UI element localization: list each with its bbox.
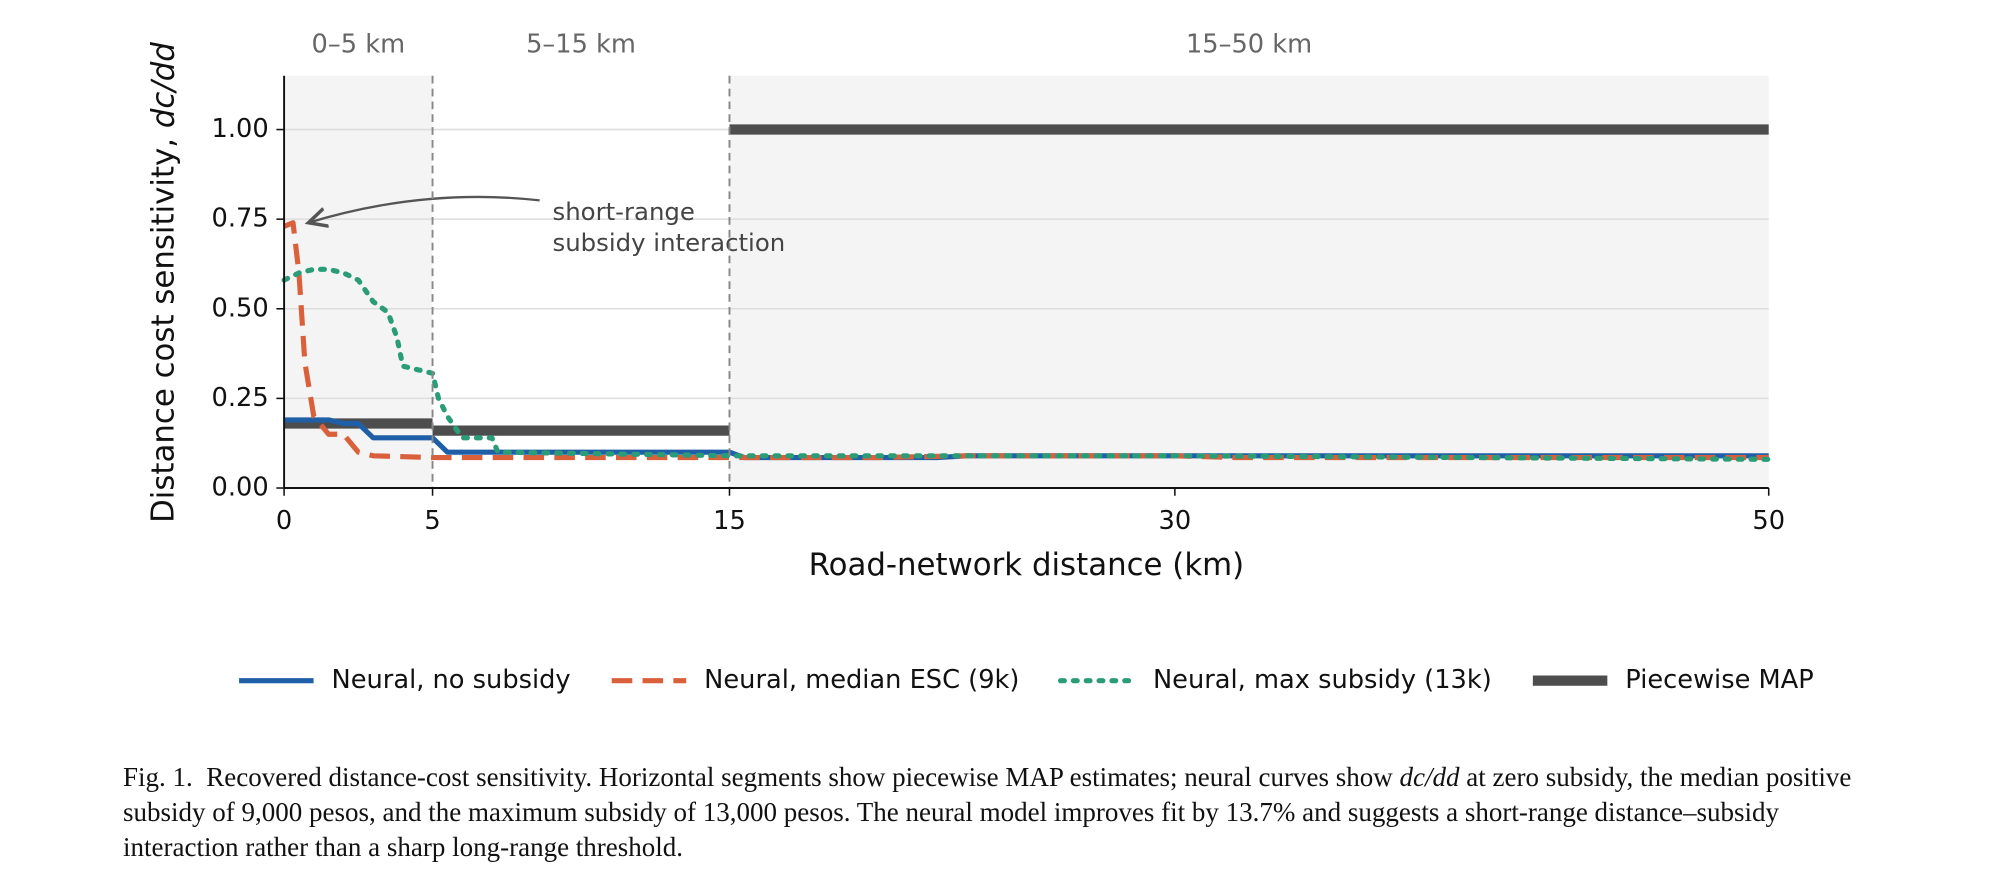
caption-label: Fig. 1. [123, 762, 193, 792]
legend-item: Neural, no subsidy [239, 665, 571, 695]
region-label: 15–50 km [1186, 29, 1312, 59]
caption: Fig. 1. Recovered distance-cost sensitiv… [123, 760, 1893, 865]
series-line [283, 220, 1769, 461]
region-band [432, 75, 730, 489]
legend-label: Neural, max subsidy (13k) [1153, 665, 1492, 695]
series-line [281, 266, 1772, 462]
x-tick-label: 0 [276, 506, 292, 536]
annotation-arrow [308, 195, 540, 223]
y-tick-label: 0.25 [212, 383, 269, 413]
legend-label: Neural, median ESC (9k) [704, 665, 1019, 695]
legend-item: Piecewise MAP [1532, 665, 1814, 695]
caption-rest: at zero subsidy, the median positive sub… [123, 762, 1852, 862]
y-tick-label: 0.50 [212, 293, 269, 323]
y-tick-label: 1.00 [212, 114, 269, 144]
region-label: 5–15 km [526, 29, 636, 59]
legend-label: Neural, no subsidy [332, 665, 571, 695]
y-tick-label: 0.00 [212, 473, 269, 503]
y-axis-label-text: Distance cost sensitivity, [145, 128, 181, 523]
caption-text: Recovered distance-cost sensitivity. Hor… [206, 762, 1400, 792]
legend-item: Neural, max subsidy (13k) [1057, 665, 1492, 695]
region-band [729, 75, 1769, 489]
region-label: 0–5 km [312, 29, 406, 59]
y-axis-label: Distance cost sensitivity, dc/dd [145, 42, 181, 523]
annotation-text: subsidy interaction [553, 228, 786, 257]
x-tick-label: 5 [424, 506, 440, 536]
legend-label: Piecewise MAP [1625, 665, 1813, 695]
y-tick-label: 0.75 [212, 204, 269, 234]
legend-item: Neural, median ESC (9k) [611, 665, 1019, 695]
x-tick-label: 30 [1159, 506, 1192, 536]
x-axis-label: Road-network distance (km) [809, 547, 1245, 583]
x-tick-label: 50 [1752, 506, 1785, 536]
caption-math: dc/dd [1399, 762, 1460, 792]
x-tick-label: 15 [713, 506, 746, 536]
y-axis-label-math: dc/dd [145, 42, 181, 128]
annotation-text: short-range [553, 197, 695, 226]
